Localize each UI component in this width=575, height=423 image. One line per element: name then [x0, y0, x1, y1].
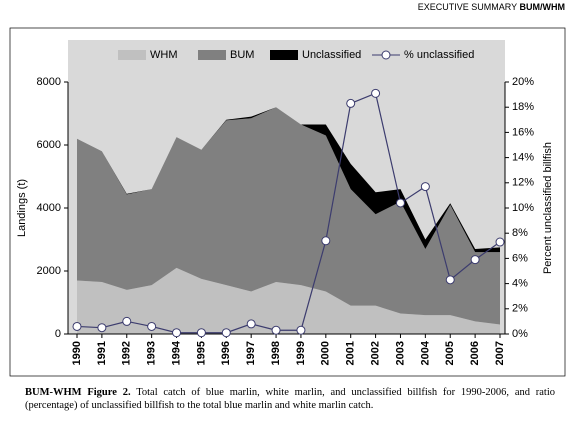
- legend-label: WHM: [150, 49, 178, 61]
- legend-label: BUM: [230, 49, 254, 61]
- x-tick-label: 1995: [195, 341, 207, 365]
- point: [147, 321, 157, 331]
- legend-label: % unclassified: [404, 49, 474, 61]
- area: [77, 107, 500, 325]
- point: [97, 323, 107, 333]
- point: [346, 98, 356, 108]
- point: [445, 275, 455, 285]
- y2-tick-label: 10%: [512, 202, 534, 214]
- x-tick-label: 1992: [121, 341, 133, 365]
- point: [172, 328, 182, 338]
- y2-tick-label: 20%: [512, 76, 534, 88]
- caption: BUM-WHM Figure 2. Total catch of blue ma…: [25, 386, 555, 412]
- point: [371, 88, 381, 98]
- point: [495, 237, 505, 247]
- frame: [9, 27, 566, 377]
- x-tick-label: 1999: [295, 341, 307, 365]
- point: [470, 255, 480, 265]
- y2-tick-label: 0%: [512, 328, 528, 340]
- y2-tick-label: 6%: [512, 252, 528, 264]
- header-bold: BUM/WHM: [519, 2, 566, 12]
- point: [221, 328, 231, 338]
- legend-swatch: [198, 50, 226, 60]
- x-tick-label: 2000: [320, 341, 332, 365]
- y2-axis-title: Percent unclassified billfish: [542, 142, 554, 274]
- y2-tick-label: 18%: [512, 101, 534, 113]
- legend-label: Unclassified: [302, 49, 361, 61]
- x-tick-label: 1994: [170, 340, 182, 365]
- header-text: EXECUTIVE SUMMARY: [417, 2, 517, 12]
- x-tick-label: 2002: [369, 341, 381, 365]
- x-tick-label: 1997: [245, 341, 257, 365]
- point: [246, 319, 256, 329]
- point: [395, 198, 405, 208]
- point: [420, 182, 430, 192]
- point: [271, 325, 281, 335]
- y-tick-label: 4000: [37, 202, 61, 214]
- legend-swatch: [270, 50, 298, 60]
- legend-marker: [381, 50, 391, 60]
- x-tick-label: 1996: [220, 341, 232, 365]
- y2-tick-label: 12%: [512, 177, 534, 189]
- y-axis-title: Landings (t): [16, 179, 28, 237]
- y-tick-label: 2000: [37, 265, 61, 277]
- point: [196, 328, 206, 338]
- area: [77, 267, 500, 334]
- x-tick-label: 2005: [444, 341, 456, 365]
- header: EXECUTIVE SUMMARY BUM/WHM: [418, 2, 565, 12]
- point: [296, 325, 306, 335]
- x-tick-label: 2006: [469, 341, 481, 365]
- y2-tick-label: 14%: [512, 152, 534, 164]
- y2-tick-label: 2%: [512, 303, 528, 315]
- x-tick-label: 2007: [494, 341, 506, 365]
- x-tick-label: 1990: [71, 341, 83, 365]
- caption-label: BUM-WHM Figure 2.: [25, 387, 131, 398]
- y2-tick-label: 4%: [512, 278, 528, 290]
- x-tick-label: 1998: [270, 341, 282, 365]
- x-tick-label: 1993: [146, 341, 158, 365]
- y-tick-label: 6000: [37, 139, 61, 151]
- point: [122, 316, 132, 326]
- x-tick-label: 2001: [345, 341, 357, 365]
- legend-swatch: [118, 50, 146, 60]
- y2-tick-label: 16%: [512, 126, 534, 138]
- point: [72, 321, 82, 331]
- point: [321, 236, 331, 246]
- y-tick-label: 0: [55, 328, 61, 340]
- x-tick-label: 2003: [394, 341, 406, 365]
- x-tick-label: 2004: [419, 340, 431, 365]
- y2-tick-label: 8%: [512, 227, 528, 239]
- y-tick-label: 8000: [37, 76, 61, 88]
- caption-text: Total catch of blue marlin, white marlin…: [25, 387, 556, 411]
- x-tick-label: 1991: [96, 341, 108, 365]
